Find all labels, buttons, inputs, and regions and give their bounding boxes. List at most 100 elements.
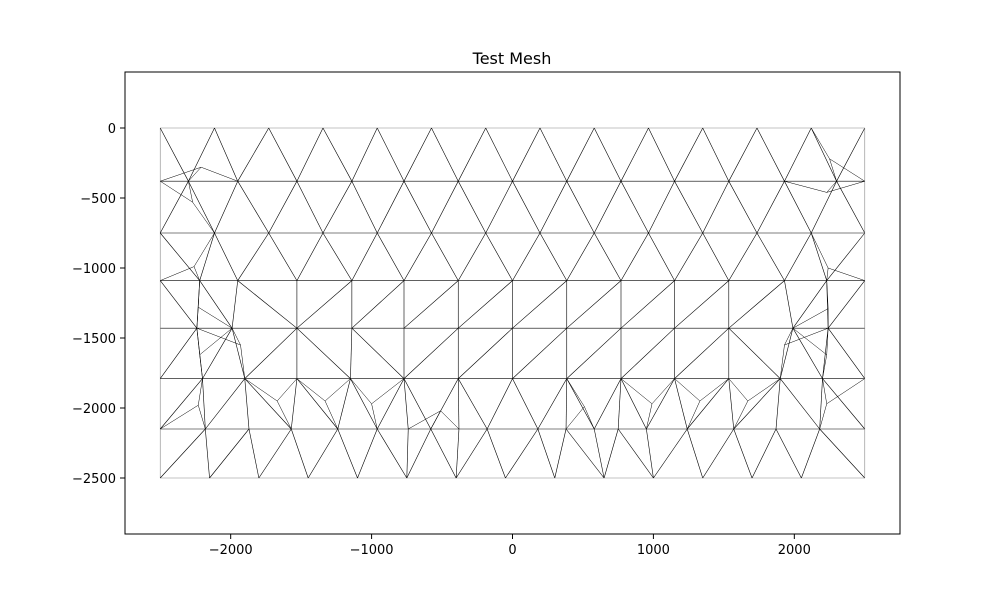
mesh-edge <box>646 428 654 479</box>
mesh-edge <box>784 328 794 346</box>
mesh-edge <box>198 280 200 308</box>
mesh-edge <box>440 410 460 430</box>
mesh-edge <box>593 127 622 182</box>
mesh-edge <box>199 354 203 379</box>
mesh-edge <box>733 400 749 430</box>
x-tick-label: −2000 <box>209 543 253 558</box>
mesh-edge <box>566 378 595 430</box>
mesh-edge <box>408 410 441 430</box>
chart-title: Test Mesh <box>472 49 552 68</box>
mesh-edge <box>829 158 865 182</box>
mesh-edge <box>646 378 675 430</box>
mesh-edge <box>810 181 837 234</box>
mesh-edge <box>188 181 215 234</box>
mesh-edge <box>620 327 675 379</box>
mesh-edge <box>620 280 675 329</box>
mesh-edge <box>351 232 378 281</box>
mesh-edge <box>159 328 198 379</box>
x-tick-label: −1000 <box>350 543 394 558</box>
mesh-edge <box>322 181 353 234</box>
mesh-edge <box>403 181 432 234</box>
mesh-edge <box>784 327 829 346</box>
mesh-edge <box>686 378 730 430</box>
mesh-edge <box>822 378 827 404</box>
mesh-layer <box>159 127 866 479</box>
mesh-edge <box>784 181 812 234</box>
mesh-edge <box>620 378 653 404</box>
mesh-edge <box>351 327 405 379</box>
mesh-edge <box>603 428 619 479</box>
mesh-edge <box>485 232 513 281</box>
mesh-edge <box>565 378 568 430</box>
mesh-edge <box>214 127 239 182</box>
mesh-edge <box>751 428 777 479</box>
mesh-edge <box>214 181 239 234</box>
mesh-edge <box>457 181 486 234</box>
mesh-edge <box>231 280 239 329</box>
mesh-edge <box>756 232 785 281</box>
mesh-edge <box>648 232 675 281</box>
mesh-edge <box>826 267 829 281</box>
mesh-edge <box>268 127 298 182</box>
mesh-edge <box>674 327 729 379</box>
mesh-edge <box>512 181 541 234</box>
mesh-edge <box>322 232 353 281</box>
mesh-edge <box>199 328 233 355</box>
mesh-edge <box>307 428 339 479</box>
mesh-edge <box>702 232 730 281</box>
mesh-edge <box>337 428 358 479</box>
mesh-edge <box>198 378 203 406</box>
mesh-edge <box>403 378 432 430</box>
mesh-edge <box>674 378 701 402</box>
mesh-edge <box>646 403 653 430</box>
mesh-edge <box>431 181 459 234</box>
mesh-edge <box>593 232 622 281</box>
mesh-edge <box>199 232 215 281</box>
mesh-edge <box>296 232 324 281</box>
mesh-edge <box>620 181 649 234</box>
mesh-edge <box>268 181 298 234</box>
mesh-edge <box>819 428 865 479</box>
mesh-edge <box>775 428 802 479</box>
mesh-edge <box>792 328 827 355</box>
mesh-edge <box>566 127 595 182</box>
mesh-edge <box>674 232 703 281</box>
mesh-edge <box>240 344 246 379</box>
mesh-edge <box>403 280 459 329</box>
mesh-edge <box>537 378 568 430</box>
mesh-edge <box>431 127 459 182</box>
x-tick-label: 1000 <box>637 543 670 558</box>
mesh-edge <box>620 378 647 430</box>
mesh-edge <box>784 232 812 281</box>
mesh-edge <box>202 328 233 379</box>
mesh-edge <box>566 232 595 281</box>
mesh-edge <box>653 428 688 479</box>
mesh-edge <box>202 378 206 430</box>
y-tick-label: −500 <box>80 192 116 207</box>
mesh-edge <box>403 232 432 281</box>
mesh-edge <box>593 378 622 430</box>
mesh-edge <box>728 127 758 182</box>
mesh-edge <box>747 378 781 402</box>
mesh-edge <box>674 127 703 182</box>
y-axis: 0 −500 −1000 −1500 −2000 −2500 <box>72 122 125 487</box>
mesh-edge <box>188 127 215 182</box>
mesh-edge <box>566 181 595 234</box>
mesh-edge <box>457 127 486 182</box>
mesh-edge <box>539 127 568 182</box>
mesh-edge <box>268 232 298 281</box>
mesh-edge <box>192 202 215 234</box>
mesh-edge <box>244 327 298 379</box>
mesh-edge <box>371 403 378 430</box>
mesh-edge <box>458 280 513 329</box>
mesh-edge <box>810 232 828 281</box>
mesh-edge <box>702 127 730 182</box>
mesh-edge <box>584 406 595 430</box>
mesh-edge <box>829 158 837 182</box>
mesh-edge <box>566 280 622 329</box>
mesh-edge <box>376 127 405 182</box>
x-tick-label: 2000 <box>778 543 811 558</box>
mesh-edge <box>296 378 339 430</box>
mesh-edge <box>826 280 829 309</box>
mesh-edge <box>231 328 241 346</box>
